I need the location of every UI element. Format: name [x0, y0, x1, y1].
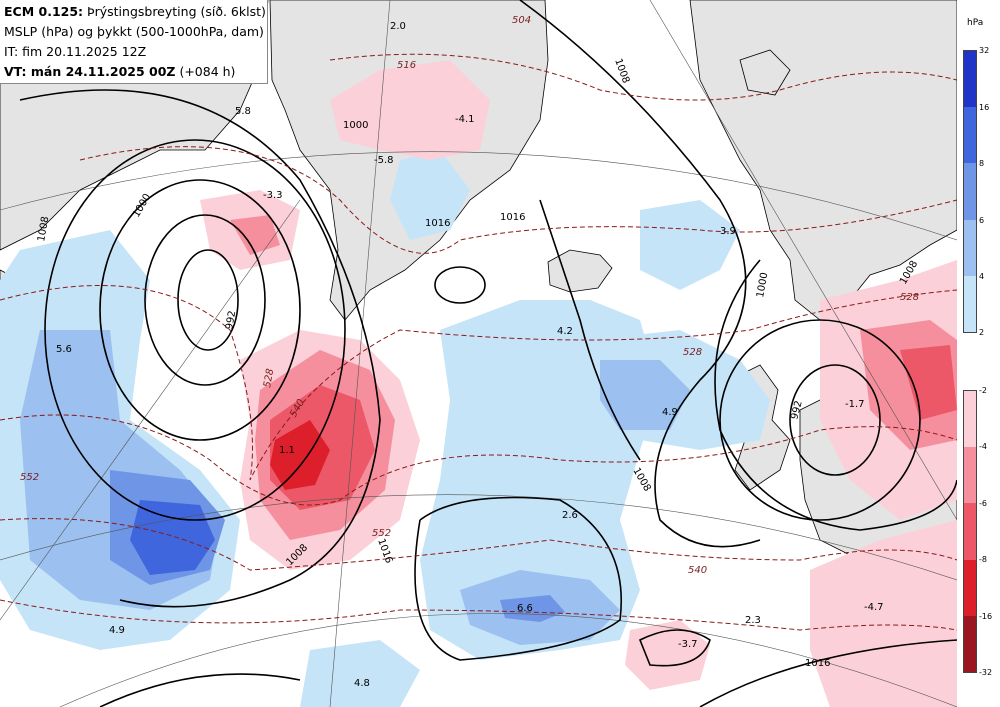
tendency-label: 5.8	[235, 106, 251, 117]
isobar-label: 992	[224, 310, 238, 331]
svalbard-land	[739, 49, 791, 96]
positive-colorbar	[963, 50, 977, 333]
colorbar-segment	[964, 559, 976, 616]
title-line-2: MSLP (hPa) og þykkt (500-1000hPa, dam)	[4, 24, 264, 39]
tendency-label: 4.9	[662, 407, 678, 418]
tendency-label: 2.3	[745, 615, 761, 626]
colorbar-segment	[964, 615, 976, 672]
tendency-label: -3.7	[678, 639, 698, 650]
colorbar-segment	[964, 163, 976, 220]
map-canvas: 2.0 1008 1000 992 1000 1016 1008 1000 99…	[0, 0, 957, 707]
colorbar-segment	[964, 107, 976, 164]
thickness-label: 528	[262, 368, 276, 389]
tendency-label: 4.2	[557, 326, 573, 337]
title-line-4: VT: mán 24.11.2025 00Z (+084 h)	[4, 62, 267, 82]
colorbar-segment	[964, 51, 976, 108]
scandinavia-land	[689, 0, 957, 321]
model-name: ECM 0.125:	[4, 4, 84, 19]
legend-tick: 6	[979, 216, 985, 225]
thickness-label: 504	[512, 15, 531, 26]
pressure-fall-shading	[200, 60, 957, 707]
legend-tick: -6	[979, 499, 987, 508]
isobar-label: 1016	[805, 658, 830, 669]
isobar-label: 1008	[36, 216, 51, 243]
isobar-label: 1000	[755, 272, 770, 299]
legend-tick: -4	[979, 442, 987, 451]
legend-tick: 16	[979, 103, 990, 112]
tendency-label: -1.7	[845, 399, 865, 410]
isobar-label: 1000	[131, 192, 153, 220]
legend-tick: -16	[979, 612, 993, 621]
isobar-label: 1000	[343, 120, 368, 131]
thickness-label: 528	[900, 292, 919, 303]
colorbar-segment	[964, 275, 976, 332]
legend-tick: 32	[979, 46, 990, 55]
negative-colorbar	[963, 390, 977, 673]
forecast-lead: (+084 h)	[179, 64, 236, 79]
tendency-label: 2.6	[562, 510, 578, 521]
isobar-label: 992	[789, 399, 805, 420]
pressure-rise-shading	[0, 150, 770, 707]
legend-tick: 4	[979, 272, 985, 281]
field-name: Þrýstingsbreyting (síð. 6klst)	[87, 4, 266, 19]
isobar-label: 1008	[630, 466, 652, 494]
colorbar-segment	[964, 503, 976, 560]
thickness-label: 516	[397, 60, 416, 71]
isobar-label: 1016	[500, 212, 525, 223]
tendency-label: 4.9	[109, 625, 125, 636]
tendency-label: -4.7	[864, 602, 884, 613]
tendency-label: 5.6	[56, 344, 72, 355]
tendency-label: 3.9	[720, 226, 736, 237]
tendency-label: 1.1	[279, 445, 295, 456]
legend-tick: -2	[979, 386, 987, 395]
title-line-3: IT: fim 20.11.2025 12Z	[4, 44, 147, 59]
isobar-label: 2.0	[390, 21, 406, 32]
thickness-label: 552	[372, 528, 391, 539]
tendency-label: -4.1	[455, 114, 475, 125]
tendency-label: -3.3	[263, 190, 283, 201]
tendency-labels: -3.3 5.6 -5.8 -1.7 4.2 3.9 4.9 -4.7 2.6 …	[56, 106, 884, 689]
iceland-land	[547, 249, 613, 293]
colorbar-segment	[964, 219, 976, 276]
color-legend: hPa 32 16 8 6 4 2 -2 -4 -6 -8 -16 -32	[957, 0, 1000, 707]
thickness-label: 552	[20, 472, 39, 483]
legend-tick: -32	[979, 668, 993, 677]
map-title-box: ECM 0.125: Þrýstingsbreyting (síð. 6klst…	[0, 0, 268, 84]
legend-tick: -8	[979, 555, 987, 564]
isobars	[19, 0, 957, 707]
weather-map: 2.0 1008 1000 992 1000 1016 1008 1000 99…	[0, 0, 957, 707]
colorbar-segment	[964, 391, 976, 448]
title-line-1: ECM 0.125: Þrýstingsbreyting (síð. 6klst…	[4, 2, 267, 22]
isobar-label: 1016	[375, 537, 394, 565]
colorbar-segment	[964, 447, 976, 504]
legend-tick: 8	[979, 159, 985, 168]
legend-unit: hPa	[967, 18, 984, 28]
tendency-label: 6.6	[517, 603, 533, 614]
thickness-label: 528	[683, 347, 702, 358]
thickness-contours	[0, 53, 957, 631]
valid-time: VT: mán 24.11.2025 00Z	[4, 64, 176, 79]
tendency-label: -5.8	[374, 155, 394, 166]
thickness-label: 540	[688, 565, 707, 576]
isobar-label: 1016	[425, 218, 450, 229]
legend-tick: 2	[979, 328, 985, 337]
tendency-label: 4.8	[354, 678, 370, 689]
